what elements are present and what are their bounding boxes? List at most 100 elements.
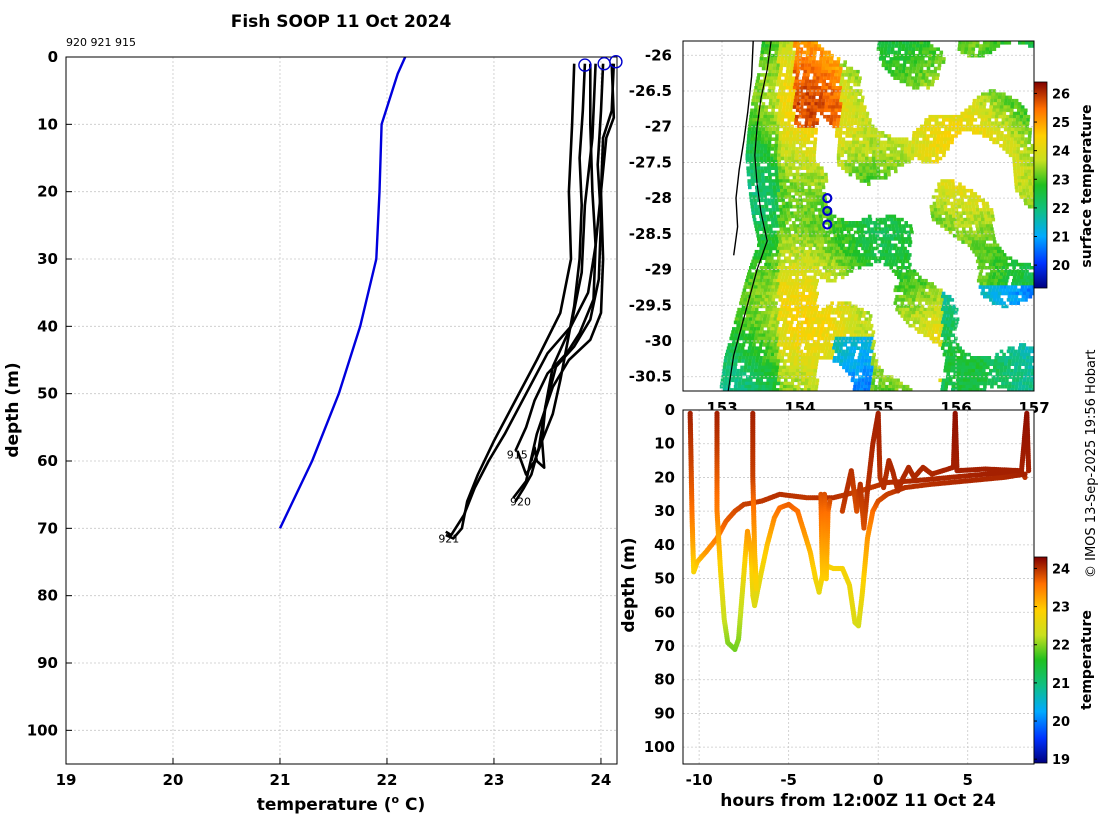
sst-cell xyxy=(770,143,775,148)
sst-cell xyxy=(868,339,873,344)
sst-cell xyxy=(989,368,993,373)
sst-cell xyxy=(1024,365,1029,370)
sst-cell xyxy=(997,259,1001,264)
sst-cell xyxy=(781,237,786,241)
sst-cell xyxy=(764,298,769,302)
sst-cell xyxy=(896,57,901,61)
sst-cell xyxy=(792,69,797,74)
sst-cell xyxy=(919,127,924,132)
sst-cell xyxy=(773,159,778,164)
sst-cell xyxy=(946,301,950,305)
sst-cell xyxy=(1013,140,1017,145)
sst-cell xyxy=(849,86,853,90)
sst-cell xyxy=(959,356,963,360)
sst-cell xyxy=(792,221,796,225)
sst-cell xyxy=(917,153,922,158)
sst-cell xyxy=(1009,288,1013,293)
sst-cell xyxy=(805,76,810,80)
sst-cell xyxy=(756,301,761,305)
sst-cell xyxy=(773,150,778,154)
sst-cell xyxy=(990,359,995,363)
sst-cell xyxy=(755,188,759,193)
sst-cell xyxy=(761,285,765,289)
sst-cell xyxy=(768,179,772,183)
sst-cell xyxy=(936,201,940,206)
sst-cell xyxy=(997,98,1001,103)
sst-cell xyxy=(1027,176,1032,180)
sst-cell xyxy=(814,333,819,338)
sst-cell xyxy=(985,224,990,228)
sst-cell xyxy=(845,240,850,244)
sst-cell xyxy=(794,153,799,158)
sst-cell xyxy=(788,147,792,151)
sst-cell xyxy=(1030,275,1034,280)
sst-cell xyxy=(935,153,939,158)
sst-cell xyxy=(998,114,1003,119)
sst-cell xyxy=(930,282,934,286)
sst-cell xyxy=(882,256,886,260)
sst-cell xyxy=(977,195,981,199)
sst-cell xyxy=(761,365,765,370)
sst-cell xyxy=(1024,349,1028,354)
sst-cell xyxy=(994,278,998,283)
sst-cell xyxy=(752,121,756,125)
sst-cell xyxy=(762,60,767,64)
sst-cell xyxy=(1027,134,1032,138)
sst-cell xyxy=(855,253,859,257)
sst-cell xyxy=(771,179,776,183)
sst-cell xyxy=(799,50,803,55)
sst-cell xyxy=(990,291,995,296)
sst-cell xyxy=(990,211,994,215)
sst-cell xyxy=(938,114,943,119)
sst-cell xyxy=(851,140,856,145)
sst-cell xyxy=(769,278,774,283)
sst-cell xyxy=(972,359,977,363)
sst-cell xyxy=(778,47,783,51)
sst-cell xyxy=(792,105,797,109)
sst-cell xyxy=(760,53,764,58)
sst-cell xyxy=(908,73,912,77)
sst-cell xyxy=(768,282,773,286)
sst-cell xyxy=(952,304,956,309)
sst-cell xyxy=(761,44,765,48)
sst-cell xyxy=(872,253,877,257)
sst-cell xyxy=(771,224,776,228)
sst-cell xyxy=(832,269,836,273)
sst-cell xyxy=(789,127,794,132)
sst-cell xyxy=(800,124,805,129)
sst-cell xyxy=(777,163,782,167)
sst-cell xyxy=(855,73,859,77)
sst-cell xyxy=(853,127,857,132)
sst-cell xyxy=(846,362,850,366)
sst-cell xyxy=(840,339,845,344)
sst-cell xyxy=(781,108,786,113)
sst-cell xyxy=(722,368,726,373)
sst-cell xyxy=(1025,362,1029,366)
sst-cell xyxy=(960,111,964,116)
sst-cell xyxy=(849,259,854,264)
sst-cell xyxy=(746,339,750,344)
sst-cell xyxy=(776,60,781,64)
sst-cell xyxy=(1026,147,1031,151)
sst-cell xyxy=(868,327,873,331)
sst-cell xyxy=(1010,349,1014,354)
sst-cell xyxy=(890,253,895,257)
sst-cell xyxy=(915,131,920,135)
sst-cell xyxy=(840,275,845,280)
sst-cell xyxy=(834,240,839,244)
sst-cell xyxy=(988,288,992,293)
sst-cell xyxy=(1030,143,1034,148)
sst-cell xyxy=(778,86,783,90)
sst-cell xyxy=(759,150,764,154)
sst-cell xyxy=(778,140,782,145)
sst-cell xyxy=(776,330,781,334)
sst-cell xyxy=(903,317,907,321)
sst-cell xyxy=(749,111,754,116)
sst-cell xyxy=(805,314,810,318)
sst-cell xyxy=(980,278,984,283)
sst-cell xyxy=(983,98,987,103)
sst-cell xyxy=(795,114,799,119)
sst-cell xyxy=(782,137,786,141)
sst-cell xyxy=(771,243,775,248)
sst-cell xyxy=(808,359,812,363)
